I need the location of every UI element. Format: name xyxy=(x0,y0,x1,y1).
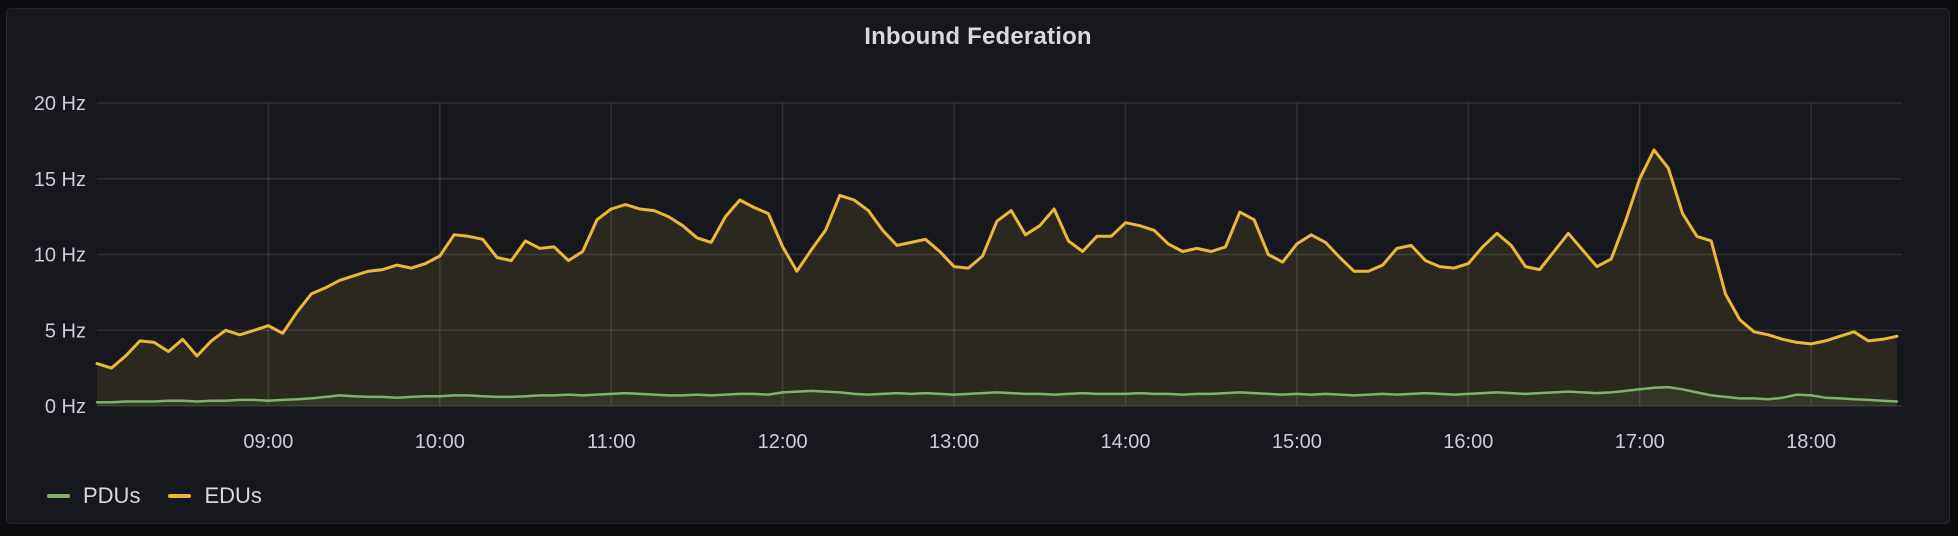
edus-line xyxy=(95,148,1899,370)
x-axis-tick-label: 09:00 xyxy=(243,431,293,453)
y-axis-tick-label: 15 Hz xyxy=(34,169,86,191)
legend-label-edus: EDUs xyxy=(204,483,262,508)
y-axis-tick-label: 5 Hz xyxy=(45,320,86,342)
legend-item-edus[interactable]: EDUs xyxy=(168,483,262,509)
y-axis-tick-label: 10 Hz xyxy=(34,245,86,267)
x-axis-tick-label: 10:00 xyxy=(415,431,465,453)
x-axis-tick-label: 15:00 xyxy=(1272,431,1322,453)
plot-area[interactable] xyxy=(97,103,1902,406)
chart-legend: PDUs EDUs xyxy=(47,483,262,509)
x-axis-tick-label: 17:00 xyxy=(1615,431,1665,453)
pdus-area-fill xyxy=(97,387,1897,406)
x-axis-tick-label: 18:00 xyxy=(1786,431,1836,453)
x-axis-tick-label: 13:00 xyxy=(929,431,979,453)
y-axis-tick-label: 20 Hz xyxy=(34,93,86,115)
y-axis-tick-label: 0 Hz xyxy=(45,396,86,418)
edus-area-fill xyxy=(97,150,1897,406)
x-axis-tick-label: 16:00 xyxy=(1443,431,1493,453)
grafana-panel: Inbound Federation PDUs EDUs xyxy=(6,8,1950,524)
panel-title[interactable]: Inbound Federation xyxy=(864,23,1092,50)
x-axis-tick-label: 11:00 xyxy=(587,431,636,453)
legend-label-pdus: PDUs xyxy=(83,483,141,508)
pdus-series-dash-icon xyxy=(47,494,70,498)
x-axis-tick-label: 14:00 xyxy=(1100,431,1150,453)
edus-series-dash-icon xyxy=(168,494,192,498)
legend-item-pdus[interactable]: PDUs xyxy=(47,483,140,509)
pdus-line xyxy=(95,385,1899,404)
x-axis-tick-label: 12:00 xyxy=(758,431,808,453)
